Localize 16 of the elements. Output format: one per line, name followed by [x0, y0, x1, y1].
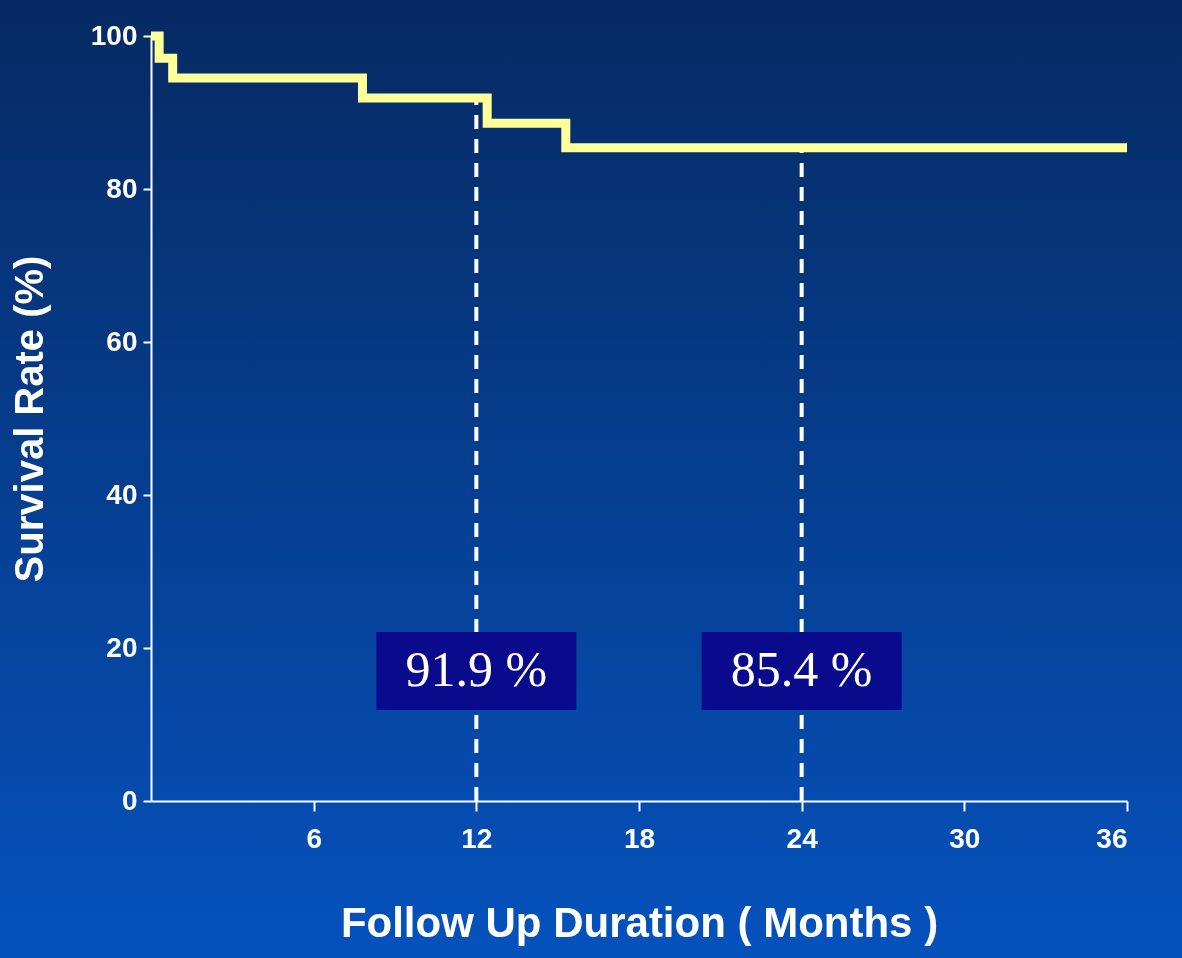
- x-tick-label: 12: [461, 822, 493, 854]
- y-tick-label: 60: [106, 325, 138, 357]
- x-tick-label: 6: [306, 822, 322, 854]
- x-tick-label: 18: [623, 822, 656, 854]
- y-tick-label: 20: [106, 631, 138, 663]
- y-tick-label: 80: [106, 172, 138, 204]
- x-tick-label: 24: [786, 822, 819, 854]
- y-tick-label: 40: [106, 478, 138, 510]
- annotation: 91.9 %: [405, 640, 548, 697]
- annotation: 85.4 %: [730, 640, 873, 697]
- y-axis-title: Survival Rate (%): [6, 255, 51, 583]
- y-tick-label: 0: [121, 784, 138, 816]
- x-axis-title: Follow Up Duration ( Months ): [340, 898, 939, 946]
- y-tick-label: 100: [90, 19, 138, 51]
- x-tick-label: 36: [1096, 822, 1128, 854]
- x-tick-label: 30: [949, 822, 981, 854]
